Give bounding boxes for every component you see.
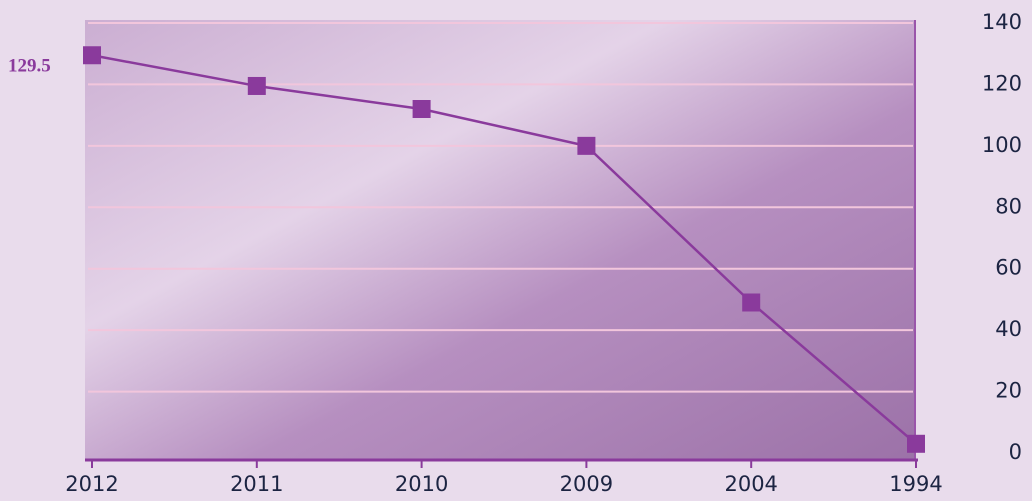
y-tick-label: 120 — [982, 71, 1022, 95]
series-line — [91, 54, 917, 445]
y-tick-label: 0 — [1009, 440, 1022, 464]
x-tick-label: 2009 — [560, 472, 613, 496]
x-tick-label: 2011 — [230, 472, 283, 496]
photo-panel — [85, 20, 915, 460]
marker — [412, 100, 431, 118]
x-tick-label: 1994 — [889, 472, 942, 496]
marker — [742, 293, 761, 312]
y-tick-label: 100 — [982, 133, 1022, 157]
y-tick-label: 40 — [995, 317, 1022, 341]
x-tick-label: 2010 — [395, 472, 448, 496]
y-tick-label: 80 — [995, 194, 1022, 218]
x-tick-label: 2004 — [724, 472, 777, 496]
y-tick-label: 60 — [995, 256, 1022, 280]
marker — [577, 136, 596, 155]
y-tick-label: 20 — [995, 379, 1022, 403]
x-tick-label: 2012 — [65, 472, 118, 496]
marker — [83, 46, 101, 65]
marker — [907, 434, 925, 453]
marker — [247, 76, 266, 95]
y-tick-label: 140 — [982, 10, 1022, 34]
data-label: 129.5 — [8, 56, 51, 77]
